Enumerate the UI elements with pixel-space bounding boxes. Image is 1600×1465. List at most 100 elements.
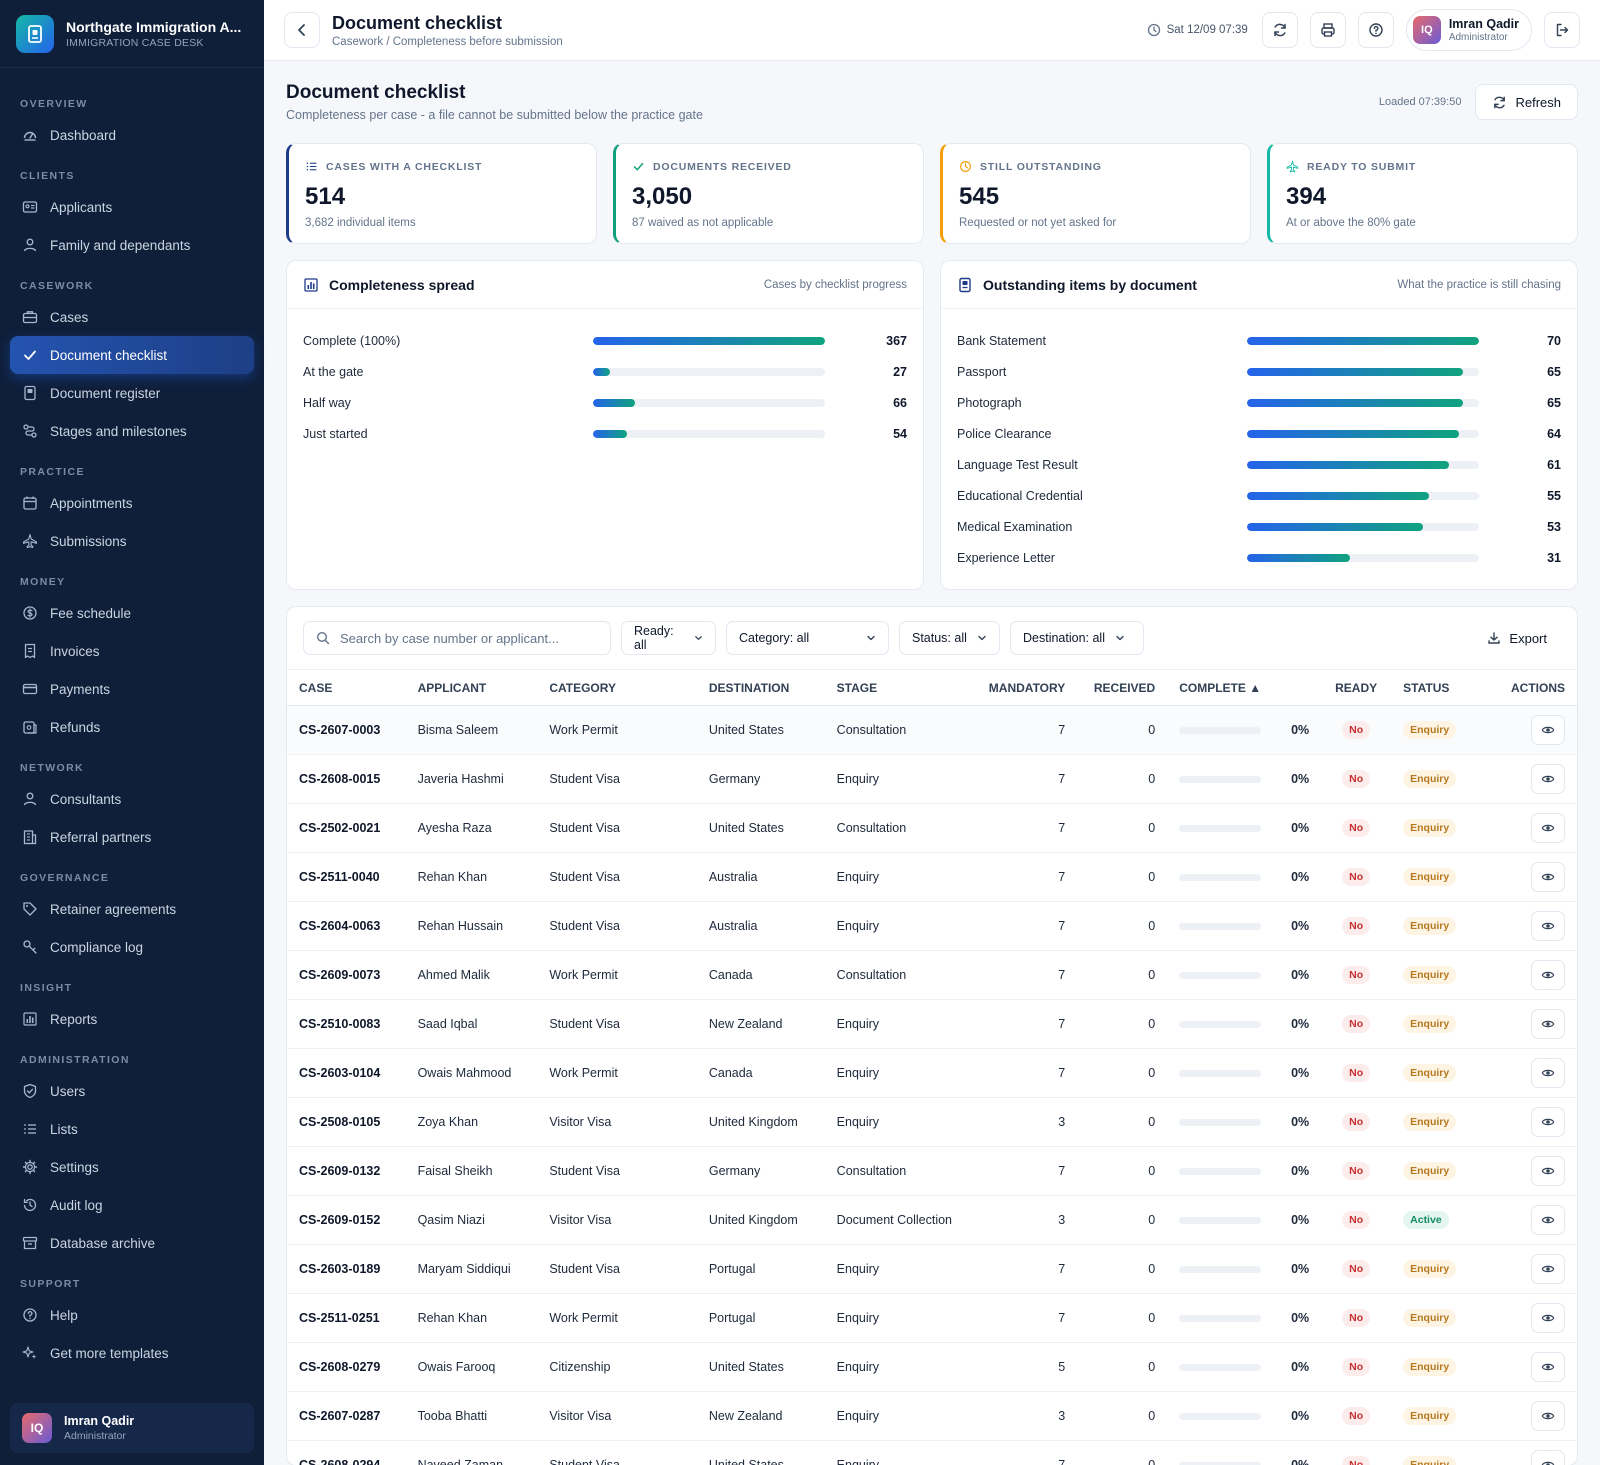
col-applicant[interactable]: APPLICANT bbox=[405, 669, 538, 706]
view-button[interactable] bbox=[1531, 1156, 1565, 1186]
view-button[interactable] bbox=[1531, 862, 1565, 892]
back-button[interactable] bbox=[284, 12, 320, 48]
col-category[interactable]: CATEGORY bbox=[537, 669, 697, 706]
cell-case[interactable]: CS-2608-0015 bbox=[287, 754, 406, 804]
view-button[interactable] bbox=[1531, 1450, 1565, 1465]
col-case[interactable]: CASE bbox=[287, 669, 406, 706]
cell-case[interactable]: CS-2607-0287 bbox=[287, 1391, 406, 1441]
cell-case[interactable]: CS-2502-0021 bbox=[287, 803, 406, 853]
refresh-button[interactable]: Refresh bbox=[1475, 84, 1578, 120]
sidebar-item-retainer-agreements[interactable]: Retainer agreements bbox=[10, 890, 254, 928]
brand[interactable]: Northgate Immigration A... IMMIGRATION C… bbox=[0, 0, 264, 68]
sidebar-item-audit-log[interactable]: Audit log bbox=[10, 1186, 254, 1224]
sidebar-item-users[interactable]: Users bbox=[10, 1072, 254, 1110]
col-stage[interactable]: STAGE bbox=[824, 669, 968, 706]
table-row[interactable]: CS-2609-0073 Ahmed Malik Work Permit Canada… bbox=[287, 950, 1577, 1000]
cell-complete: 0% bbox=[1273, 705, 1322, 755]
table-row[interactable]: CS-2609-0152 Qasim Niazi Visitor Visa Unite… bbox=[287, 1195, 1577, 1245]
logout-button[interactable] bbox=[1544, 12, 1580, 48]
cell-case[interactable]: CS-2609-0132 bbox=[287, 1146, 406, 1196]
table-row[interactable]: CS-2510-0083 Saad Iqbal Student Visa New Ze… bbox=[287, 999, 1577, 1049]
col-ready[interactable]: READY bbox=[1321, 669, 1392, 706]
table-row[interactable]: CS-2511-0040 Rehan Khan Student Visa Austra… bbox=[287, 852, 1577, 902]
sidebar-item-reports[interactable]: Reports bbox=[10, 1000, 254, 1038]
print-button[interactable] bbox=[1309, 12, 1346, 48]
table-row[interactable]: CS-2608-0279 Owais Farooq Citizenship Unite… bbox=[287, 1342, 1577, 1392]
sidebar-item-appointments[interactable]: Appointments bbox=[10, 484, 254, 522]
view-button[interactable] bbox=[1531, 1303, 1565, 1333]
table-row[interactable]: CS-2607-0003 Bisma Saleem Work Permit Unite… bbox=[287, 705, 1577, 755]
cell-case[interactable]: CS-2511-0040 bbox=[287, 852, 406, 902]
search-input[interactable]: Search by case number or applicant... bbox=[303, 621, 611, 655]
view-button[interactable] bbox=[1531, 1009, 1565, 1039]
destination-filter[interactable]: Destination: all bbox=[1010, 621, 1144, 655]
cell-case[interactable]: CS-2608-0279 bbox=[287, 1342, 406, 1392]
category-filter[interactable]: Category: all bbox=[726, 621, 889, 655]
view-button[interactable] bbox=[1531, 813, 1565, 843]
sidebar-item-cases[interactable]: Cases bbox=[10, 298, 254, 336]
col-mandatory[interactable]: MANDATORY bbox=[967, 669, 1078, 706]
table-row[interactable]: CS-2603-0104 Owais Mahmood Work Permit Cana… bbox=[287, 1048, 1577, 1098]
sidebar-item-refunds[interactable]: Refunds bbox=[10, 708, 254, 746]
sidebar-item-document-register[interactable]: Document register bbox=[10, 374, 254, 412]
col-received[interactable]: RECEIVED bbox=[1077, 669, 1168, 706]
cell-case[interactable]: CS-2511-0251 bbox=[287, 1293, 406, 1343]
view-button[interactable] bbox=[1531, 1058, 1565, 1088]
view-button[interactable] bbox=[1531, 1401, 1565, 1431]
sidebar-item-dashboard[interactable]: Dashboard bbox=[10, 116, 254, 154]
view-button[interactable] bbox=[1531, 960, 1565, 990]
table-row[interactable]: CS-2607-0287 Tooba Bhatti Visitor Visa New … bbox=[287, 1391, 1577, 1441]
sidebar-item-settings[interactable]: Settings bbox=[10, 1148, 254, 1186]
view-button[interactable] bbox=[1531, 911, 1565, 941]
sidebar-item-referral-partners[interactable]: Referral partners bbox=[10, 818, 254, 856]
cell-case[interactable]: CS-2607-0003 bbox=[287, 705, 406, 755]
table-row[interactable]: CS-2608-0015 Javeria Hashmi Student Visa Ge… bbox=[287, 754, 1577, 804]
status-filter[interactable]: Status: all bbox=[899, 621, 1000, 655]
sidebar-item-invoices[interactable]: Invoices bbox=[10, 632, 254, 670]
cell-case[interactable]: CS-2604-0063 bbox=[287, 901, 406, 951]
sidebar-item-lists[interactable]: Lists bbox=[10, 1110, 254, 1148]
table-row[interactable]: CS-2603-0189 Maryam Siddiqui Student Visa P… bbox=[287, 1244, 1577, 1294]
sidebar-item-consultants[interactable]: Consultants bbox=[10, 780, 254, 818]
cell-case[interactable]: CS-2608-0294 bbox=[287, 1440, 406, 1465]
sidebar-item-submissions[interactable]: Submissions bbox=[10, 522, 254, 560]
sidebar-item-help[interactable]: Help bbox=[10, 1296, 254, 1334]
sync-button[interactable] bbox=[1261, 12, 1298, 48]
export-button[interactable]: Export bbox=[1487, 631, 1561, 646]
table-row[interactable]: CS-2608-0294 Naveed Zaman Student Visa Unit… bbox=[287, 1440, 1577, 1465]
cell-case[interactable]: CS-2508-0105 bbox=[287, 1097, 406, 1147]
sidebar-item-family-and-dependants[interactable]: Family and dependants bbox=[10, 226, 254, 264]
user-menu[interactable]: IQ Imran Qadir Administrator bbox=[1405, 9, 1532, 51]
view-button[interactable] bbox=[1531, 1205, 1565, 1235]
cell-case[interactable]: CS-2603-0104 bbox=[287, 1048, 406, 1098]
sidebar-item-database-archive[interactable]: Database archive bbox=[10, 1224, 254, 1262]
cell-case[interactable]: CS-2609-0073 bbox=[287, 950, 406, 1000]
sidebar-item-fee-schedule[interactable]: Fee schedule bbox=[10, 594, 254, 632]
sidebar-user-card[interactable]: IQ Imran Qadir Administrator bbox=[10, 1403, 254, 1453]
help-button[interactable] bbox=[1357, 12, 1394, 48]
col-complete[interactable]: COMPLETE ▲ bbox=[1167, 669, 1322, 706]
sidebar-item-stages-and-milestones[interactable]: Stages and milestones bbox=[10, 412, 254, 450]
col-status[interactable]: STATUS bbox=[1391, 669, 1472, 706]
sidebar-item-applicants[interactable]: Applicants bbox=[10, 188, 254, 226]
view-button[interactable] bbox=[1531, 1352, 1565, 1382]
sidebar-item-get-more-templates[interactable]: Get more templates bbox=[10, 1334, 254, 1372]
table-row[interactable]: CS-2604-0063 Rehan Hussain Student Visa Aus… bbox=[287, 901, 1577, 951]
sidebar-item-document-checklist[interactable]: Document checklist bbox=[10, 336, 254, 374]
cell-case[interactable]: CS-2603-0189 bbox=[287, 1244, 406, 1294]
table-row[interactable]: CS-2609-0132 Faisal Sheikh Student Visa Ger… bbox=[287, 1146, 1577, 1196]
view-button[interactable] bbox=[1531, 1107, 1565, 1137]
cell-case[interactable]: CS-2609-0152 bbox=[287, 1195, 406, 1245]
sidebar-item-compliance-log[interactable]: Compliance log bbox=[10, 928, 254, 966]
table-row[interactable]: CS-2511-0251 Rehan Khan Work Permit Portuga… bbox=[287, 1293, 1577, 1343]
col-destination[interactable]: DESTINATION bbox=[696, 669, 825, 706]
view-button[interactable] bbox=[1531, 715, 1565, 745]
view-button[interactable] bbox=[1531, 1254, 1565, 1284]
sidebar-item-payments[interactable]: Payments bbox=[10, 670, 254, 708]
building-icon bbox=[23, 830, 37, 845]
cell-case[interactable]: CS-2510-0083 bbox=[287, 999, 406, 1049]
ready-filter[interactable]: Ready: all bbox=[621, 621, 716, 655]
view-button[interactable] bbox=[1531, 764, 1565, 794]
table-row[interactable]: CS-2508-0105 Zoya Khan Visitor Visa United … bbox=[287, 1097, 1577, 1147]
table-row[interactable]: CS-2502-0021 Ayesha Raza Student Visa Unite… bbox=[287, 803, 1577, 853]
